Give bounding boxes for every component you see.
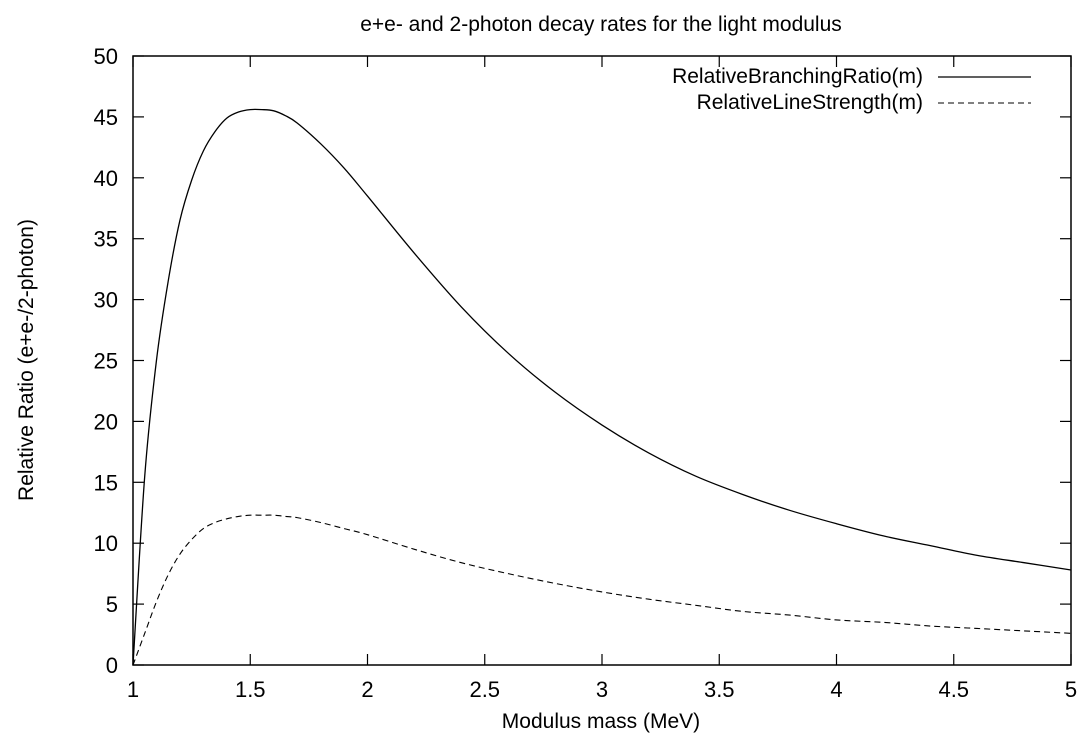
y-tick-label: 45	[94, 105, 118, 130]
x-tick-label: 4	[830, 677, 842, 702]
legend: RelativeBranchingRatio(m) RelativeLineSt…	[672, 65, 1031, 114]
x-tick-label: 3.5	[704, 677, 735, 702]
series-line-branching-ratio	[132, 108, 1072, 666]
y-tick-label: 25	[94, 349, 118, 374]
x-tick-label: 1	[127, 677, 139, 702]
series-lines	[132, 108, 1072, 666]
y-tick-label: 30	[94, 288, 118, 313]
y-tick-label: 5	[106, 592, 118, 617]
y-tick-label: 0	[106, 653, 118, 678]
y-tick-label: 20	[94, 409, 118, 434]
y-axis-title: Relative Ratio (e+e-/2-photon)	[15, 219, 38, 501]
x-tick-label: 4.5	[938, 677, 969, 702]
legend-label-line-strength: RelativeLineStrength(m)	[697, 91, 923, 114]
x-axis-title: Modulus mass (MeV)	[502, 710, 700, 733]
x-tick-label: 3	[596, 677, 608, 702]
x-tick-label: 5	[1065, 677, 1077, 702]
y-tick-label: 40	[94, 166, 118, 191]
y-tick-label: 10	[94, 531, 118, 556]
x-tick-label: 1.5	[235, 677, 266, 702]
y-tick-labels: 0 5 10 15 20 25 30 35 40 45 50	[94, 44, 118, 678]
x-tick-label: 2	[361, 677, 373, 702]
x-tick-labels: 1 1.5 2 2.5 3 3.5 4 4.5 5	[127, 677, 1077, 702]
y-tick-label: 35	[94, 227, 118, 252]
y-tick-label: 50	[94, 44, 118, 69]
y-tick-label: 15	[94, 470, 118, 495]
series-line-line-strength	[132, 514, 1072, 666]
axis-ticks	[132, 55, 1072, 666]
chart-title: e+e- and 2-photon decay rates for the li…	[360, 13, 842, 36]
x-tick-label: 2.5	[469, 677, 500, 702]
plot-frame	[132, 55, 1072, 666]
legend-label-branching-ratio: RelativeBranchingRatio(m)	[672, 65, 923, 88]
